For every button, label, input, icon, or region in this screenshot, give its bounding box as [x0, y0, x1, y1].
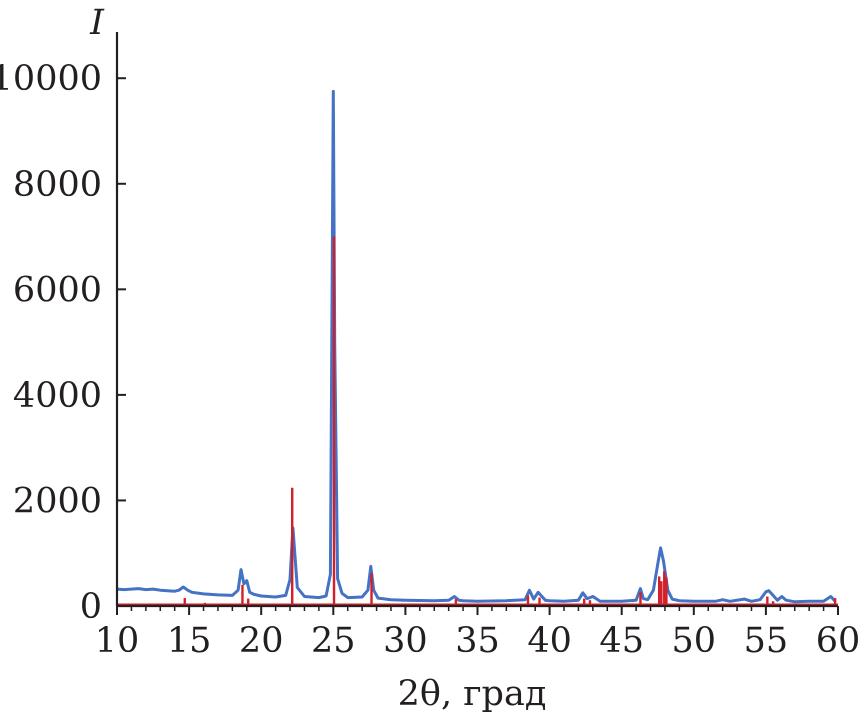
y-tick-label: 8000	[13, 165, 102, 205]
x-tick-label: 25	[311, 621, 356, 661]
x-tick-label: 55	[744, 621, 789, 661]
x-tick-label: 50	[672, 621, 717, 661]
x-tick-label: 10	[95, 621, 140, 661]
y-axis-title: I	[89, 3, 105, 43]
y-tick-label: 0	[80, 587, 102, 627]
x-tick-label: 15	[167, 621, 212, 661]
x-tick-label: 35	[455, 621, 500, 661]
series-layer	[116, 89, 838, 606]
y-tick-label: 6000	[13, 270, 102, 310]
x-tick-label: 40	[527, 621, 572, 661]
axes-layer	[115, 32, 838, 608]
x-tick-label: 60	[816, 621, 861, 661]
x-axis-title: 2θ, град	[398, 674, 547, 714]
y-tick-label: 4000	[13, 376, 102, 416]
x-tick-label: 45	[599, 621, 644, 661]
y-tick-label: 2000	[13, 481, 102, 521]
diffraction-pattern-line	[116, 89, 837, 604]
y-tick-label: 10000	[0, 59, 102, 99]
x-tick-label: 30	[383, 621, 428, 661]
x-tick-label: 20	[239, 621, 284, 661]
ticks-layer: 10 15 20 25 30 35 40 45 50 55 60 0 2000 4000 6000 8000 1…	[0, 59, 860, 661]
